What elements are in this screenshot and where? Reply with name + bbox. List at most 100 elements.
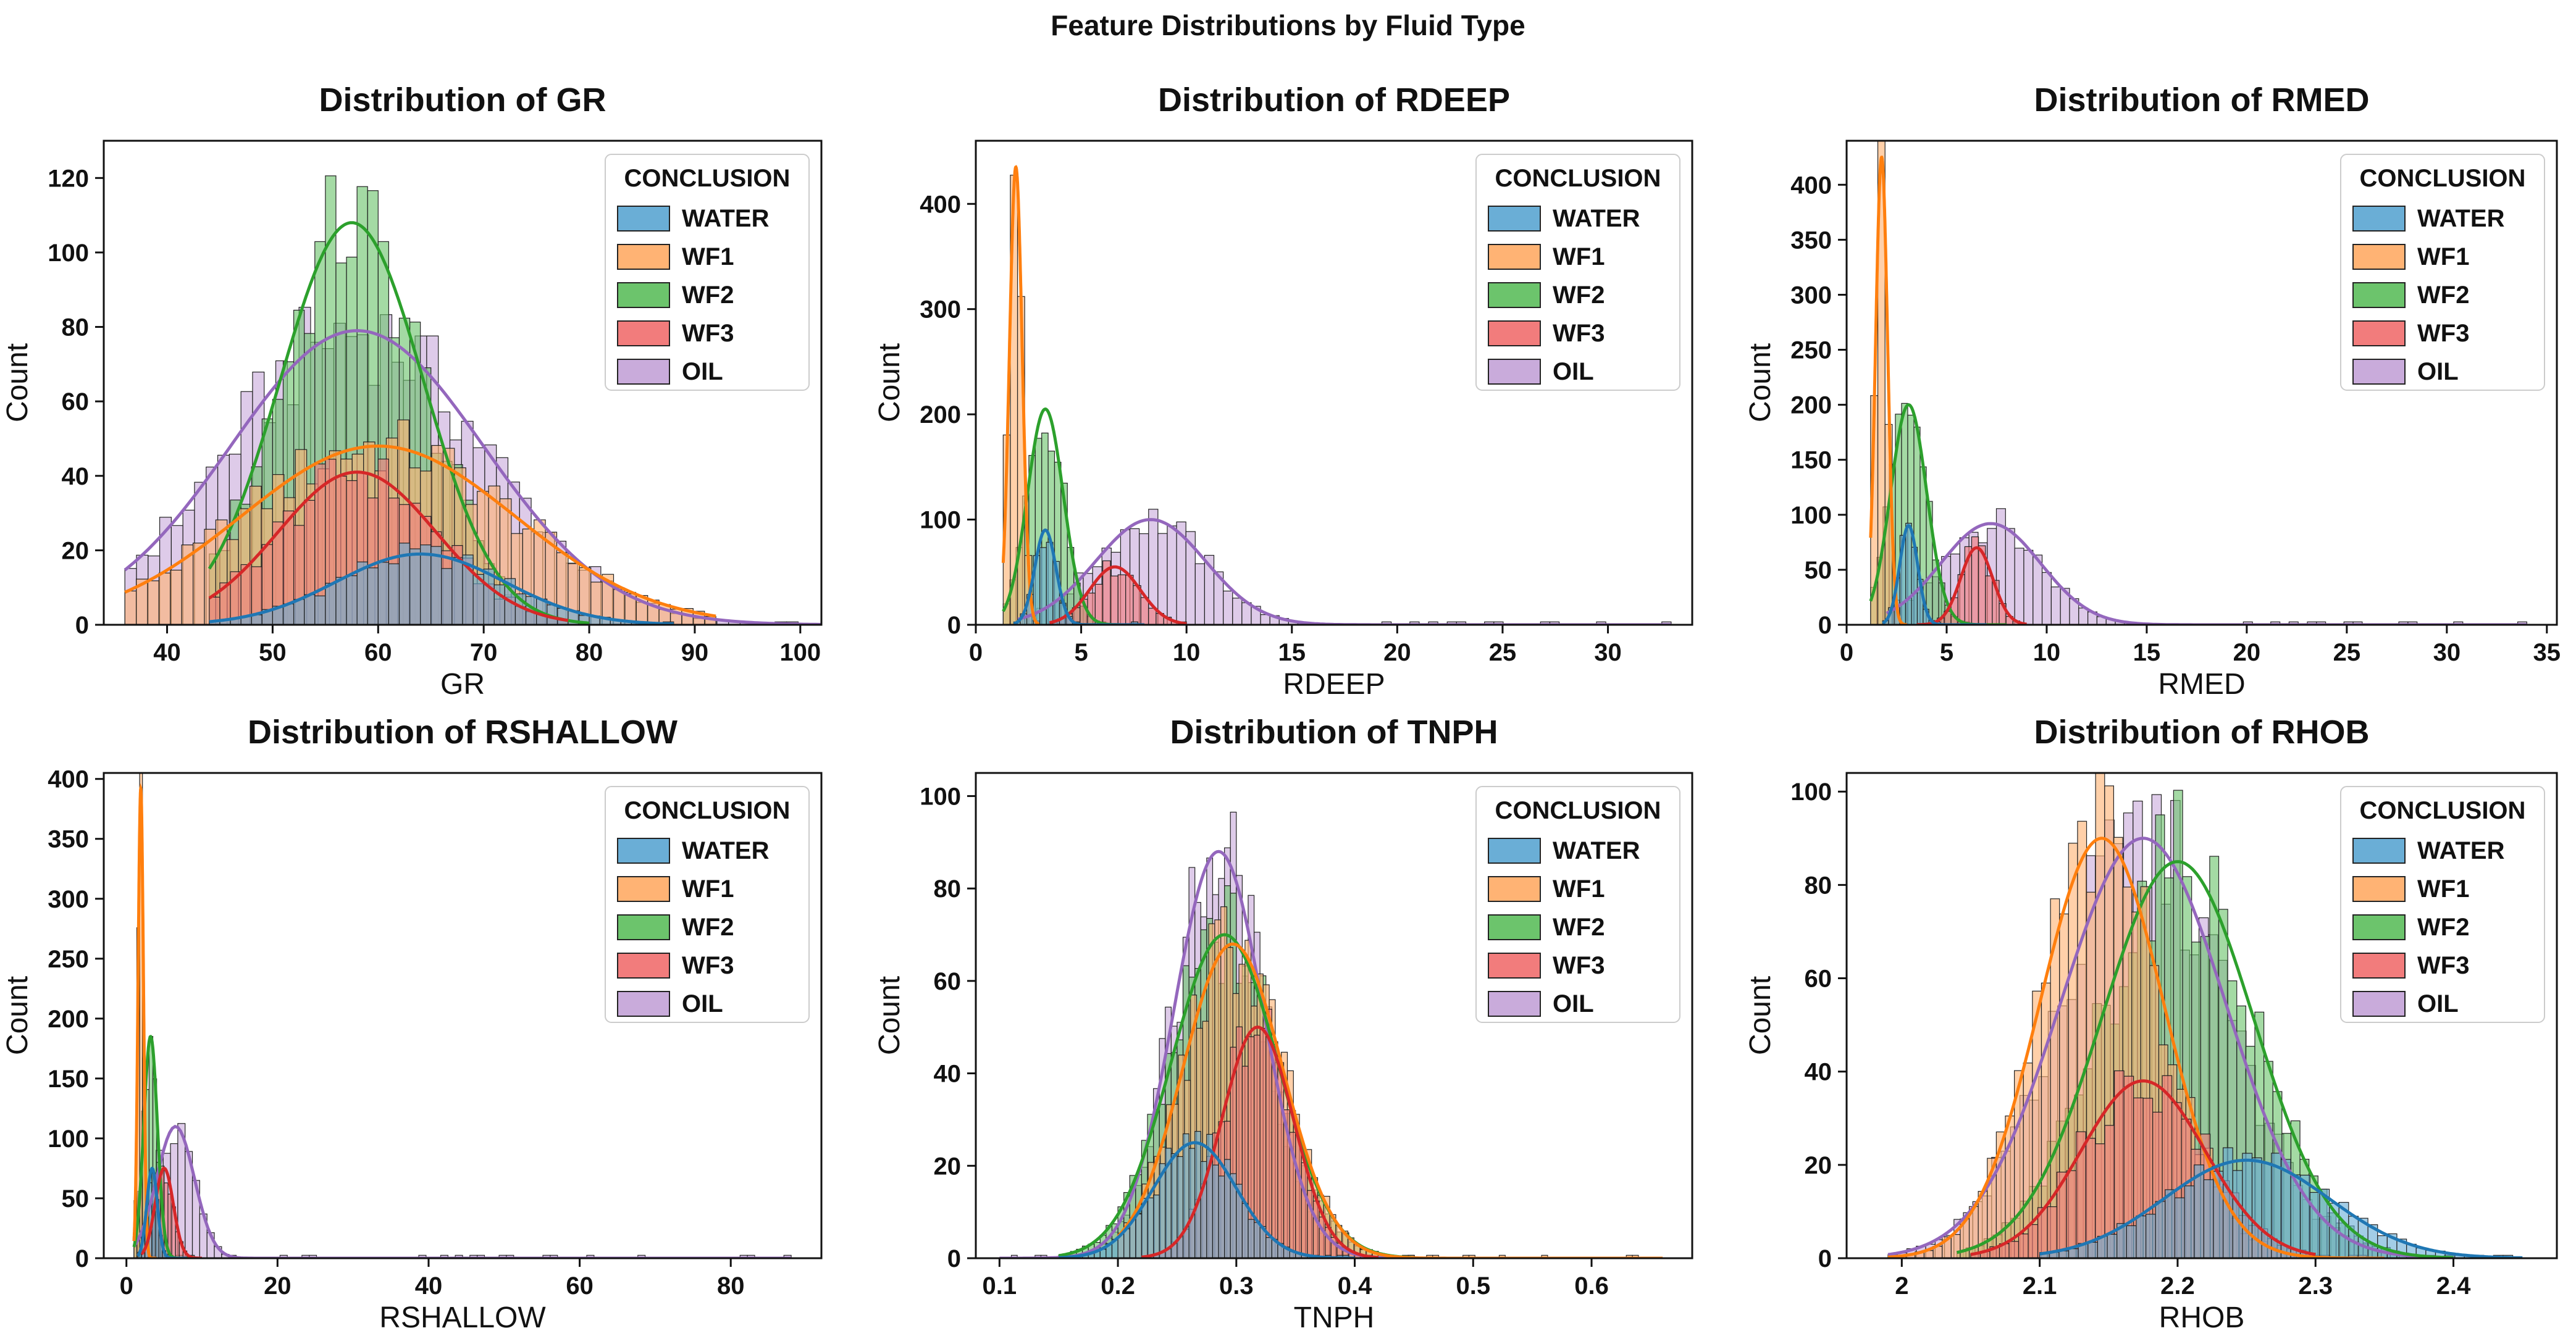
y-tick-label: 80: [62, 314, 90, 341]
y-tick-label: 120: [48, 165, 89, 192]
y-axis-label: Count: [873, 343, 906, 422]
hist-bar-wf3: [1301, 1162, 1308, 1258]
hist-bar-wf3: [2028, 1224, 2039, 1258]
panel-rhob: 2 2.1 2.2 2.3 2.4 0 20 40 60 80 100 Distribution of…: [1744, 714, 2558, 1334]
panel-title: Distribution of TNPH: [1170, 714, 1498, 751]
bars-oil: [133, 1123, 792, 1258]
x-tick-label: 2.3: [2298, 1272, 2333, 1300]
legend-swatch-wf1: [1488, 244, 1541, 270]
x-tick-label: 0.4: [1338, 1272, 1372, 1300]
kde-wf1: [1869, 156, 1908, 625]
hist-bar-water: [2126, 1225, 2137, 1258]
y-tick-label: 100: [48, 240, 89, 267]
x-tick-label: 0: [969, 639, 983, 666]
kde-wf1: [1887, 837, 2385, 1258]
x-axis: 0 5 10 15 20 25 30 35: [1840, 625, 2561, 666]
legend-label-oil: OIL: [2417, 358, 2459, 385]
kde-wf3: [1049, 565, 1187, 625]
y-tick-label: 100: [48, 1125, 89, 1153]
y-tick-label: 100: [1790, 779, 1832, 806]
hist-bar-oil: [1260, 614, 1270, 625]
axes-frame: [103, 140, 823, 626]
y-tick-label: 400: [1790, 172, 1832, 199]
x-tick-label: 20: [264, 1272, 292, 1300]
x-tick-label: 0.2: [1101, 1272, 1135, 1300]
hist-bar-water: [2068, 1248, 2079, 1258]
x-tick-label: 15: [1278, 639, 1306, 666]
hist-bar-water: [1265, 1237, 1272, 1258]
legend-title: CONCLUSION: [624, 165, 791, 192]
x-tick-label: 60: [364, 639, 392, 666]
legend-swatch-oil: [1488, 359, 1541, 385]
legend-swatch-wf1: [617, 244, 670, 270]
x-axis-label: RDEEP: [1283, 668, 1385, 701]
hist-bar-water: [2058, 1250, 2070, 1258]
x-tick-label: 2: [1895, 1272, 1908, 1300]
legend-swatch-wf2: [1488, 914, 1541, 940]
hist-bar-water: [1241, 1203, 1249, 1258]
kde-water: [136, 1166, 187, 1258]
y-axis-label: Count: [1, 343, 34, 422]
legend-label-wf3: WF3: [1553, 320, 1605, 347]
hist-bar-water: [1182, 1133, 1189, 1258]
legend-label-wf2: WF2: [1553, 282, 1605, 309]
hist-bar-wf1: [1950, 1234, 1961, 1258]
legend-swatch-wf2: [2352, 914, 2406, 940]
legend-label-oil: OIL: [1553, 358, 1594, 385]
hist-bar-water: [1177, 1156, 1184, 1258]
y-tick-label: 250: [48, 946, 89, 973]
hist-bar-water: [2242, 1153, 2253, 1258]
kde-wf3: [208, 470, 569, 622]
legend-label-wf1: WF1: [2417, 875, 2469, 903]
panel-title: Distribution of RSHALLOW: [248, 714, 678, 751]
panel-title: Distribution of GR: [319, 81, 606, 119]
legend-swatch-wf2: [617, 914, 670, 940]
legend-swatch-water: [1488, 206, 1541, 232]
hist-bar-oil: [2041, 572, 2052, 625]
x-tick-label: 70: [470, 639, 498, 666]
x-axis: 2 2.1 2.2 2.3 2.4: [1895, 1258, 2471, 1300]
x-tick-label: 0.6: [1574, 1272, 1609, 1300]
hist-bar-water: [2165, 1189, 2176, 1258]
hist-bar-water: [1135, 1213, 1143, 1258]
legend-label-wf2: WF2: [2417, 914, 2469, 941]
panel-rshallow: 0 20 40 60 80 0 50 100 150 200 250 300 350 400 Distrib…: [1, 714, 823, 1334]
legend-swatch-wf1: [2352, 876, 2406, 902]
hist-bar-water: [2155, 1201, 2166, 1258]
y-tick-label: 60: [1805, 966, 1832, 993]
hist-bar-oil: [2014, 548, 2024, 625]
legend-swatch-wf3: [1488, 320, 1541, 346]
legend-label-water: WATER: [2417, 837, 2505, 864]
hist-bar-water: [304, 594, 316, 625]
y-tick-label: 40: [62, 463, 90, 490]
hist-bar-water: [2184, 1185, 2195, 1258]
legend-label-oil: OIL: [682, 358, 723, 385]
bars-wf3: [1147, 1008, 1373, 1258]
x-tick-label: 0.3: [1219, 1272, 1254, 1300]
y-tick-label: 0: [947, 612, 961, 639]
kde-oil: [124, 329, 821, 625]
hist-bar-water: [1188, 1148, 1196, 1258]
legend-title: CONCLUSION: [2360, 797, 2526, 824]
x-axis-label: RMED: [2158, 668, 2245, 701]
legend-label-wf3: WF3: [2417, 952, 2469, 979]
hist-bar-water: [1039, 547, 1047, 625]
legend-title: CONCLUSION: [1495, 797, 1661, 824]
x-tick-label: 0.1: [983, 1272, 1017, 1300]
kde-water: [1059, 1141, 1355, 1258]
y-tick-label: 60: [62, 388, 90, 415]
hist-bar-wf1: [1978, 1191, 1988, 1258]
y-tick-label: 50: [62, 1185, 90, 1213]
y-tick-label: 300: [1790, 282, 1832, 309]
legend-title: CONCLUSION: [624, 797, 791, 824]
hist-bar-wf3: [1985, 575, 1993, 625]
legend-label-oil: OIL: [2417, 990, 2459, 1017]
hist-bar-water: [2203, 1179, 2214, 1258]
x-axis: 40 50 60 70 80 90 100: [153, 625, 821, 666]
y-tick-label: 40: [1805, 1059, 1832, 1086]
hist-bar-wf1: [192, 542, 205, 625]
legend-label-wf1: WF1: [682, 875, 734, 903]
hist-bar-wf3: [2066, 1170, 2077, 1258]
legend: CONCLUSION WATER WF1 WF2 WF3 OIL: [1475, 786, 1680, 1023]
